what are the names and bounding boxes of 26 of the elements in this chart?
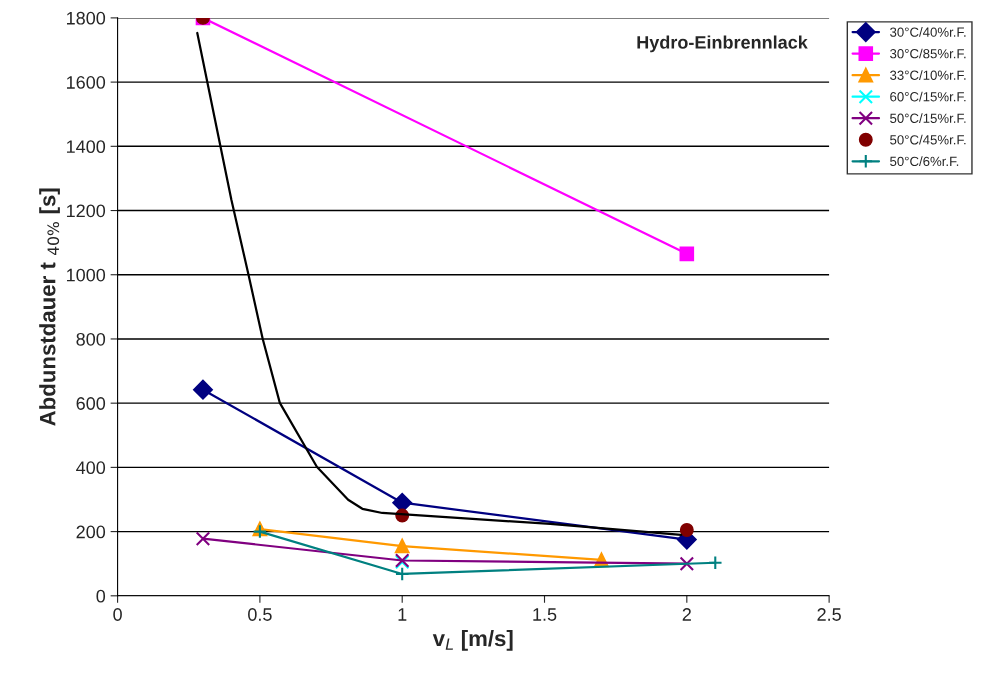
y-tick-label: 1000 [66, 268, 106, 282]
legend-label: 30°C/85%r.F. [890, 48, 966, 59]
y-tick-label: 1800 [66, 11, 106, 25]
x-tick-label: 0 [113, 608, 122, 621]
y-tick-label: 0 [96, 589, 106, 603]
legend-label: 50°C/15%r.F. [890, 113, 966, 123]
y-tick-label: 400 [76, 461, 106, 475]
x-tick-label: 2.5 [817, 608, 841, 621]
x-tick-label: 1 [398, 608, 407, 621]
legend-label: 60°C/15%r.F. [890, 91, 966, 102]
annotation: Hydro-Einbrennlack [637, 35, 808, 53]
x-tick-label: 1.5 [533, 608, 557, 621]
legend-label: 33°C/10%r.F. [890, 70, 966, 80]
y-tick-label: 1200 [66, 204, 106, 218]
y-tick-label: 600 [76, 397, 106, 410]
y-tick-label: 800 [76, 332, 106, 346]
x-tick-label: 0.5 [248, 608, 272, 621]
y-axis-title: Abdunstdauer t $_{40%}$ [s] [39, 188, 60, 426]
x-tick-label: 2 [682, 608, 691, 621]
y-tick-label: 1600 [66, 76, 106, 89]
legend-label: 50°C/6%r.F. [890, 156, 959, 167]
legend-label: 50°C/45%r.F. [890, 134, 966, 145]
legend-label: 30°C/40%r.F. [890, 27, 966, 37]
y-tick-label: 1400 [66, 140, 106, 154]
y-tick-label: 200 [76, 525, 106, 539]
x-axis-title: v$_{L}$ [m/s] [432, 630, 513, 651]
